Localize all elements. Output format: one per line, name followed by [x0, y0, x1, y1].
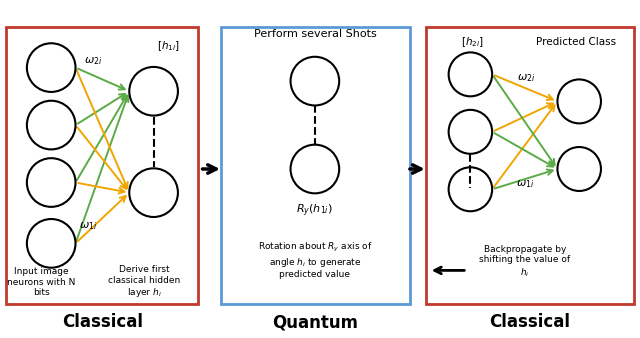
Text: Perform several Shots: Perform several Shots — [253, 29, 376, 39]
Text: Derive first
classical hidden
layer $h_i$: Derive first classical hidden layer $h_i… — [108, 265, 180, 299]
Bar — [426, 27, 634, 304]
Text: $[h_{2i}]$: $[h_{2i}]$ — [461, 35, 484, 49]
Text: $\omega_{2i}$: $\omega_{2i}$ — [84, 55, 102, 67]
Text: Rotation about $R_y$ axis of
angle $h_i$ to generate
predicted value: Rotation about $R_y$ axis of angle $h_i$… — [257, 241, 372, 280]
Text: $R_y(h_{1i})$: $R_y(h_{1i})$ — [296, 203, 333, 219]
Text: Quantum: Quantum — [272, 313, 358, 331]
Text: Input image
neurons with N
bits: Input image neurons with N bits — [8, 267, 76, 297]
Text: $[h_{1i}]$: $[h_{1i}]$ — [157, 39, 180, 52]
Text: Backpropagate by
shifting the value of
$h_i$: Backpropagate by shifting the value of $… — [479, 245, 570, 279]
Text: Classical: Classical — [489, 313, 570, 331]
Text: $\omega_{1i}$: $\omega_{1i}$ — [516, 178, 534, 190]
Text: Classical: Classical — [62, 313, 143, 331]
Bar — [6, 27, 198, 304]
Text: $\omega_{2i}$: $\omega_{2i}$ — [517, 72, 535, 83]
Text: Predicted Class: Predicted Class — [536, 37, 616, 47]
Text: $\omega_{1i}$: $\omega_{1i}$ — [79, 221, 97, 232]
Bar — [221, 27, 410, 304]
